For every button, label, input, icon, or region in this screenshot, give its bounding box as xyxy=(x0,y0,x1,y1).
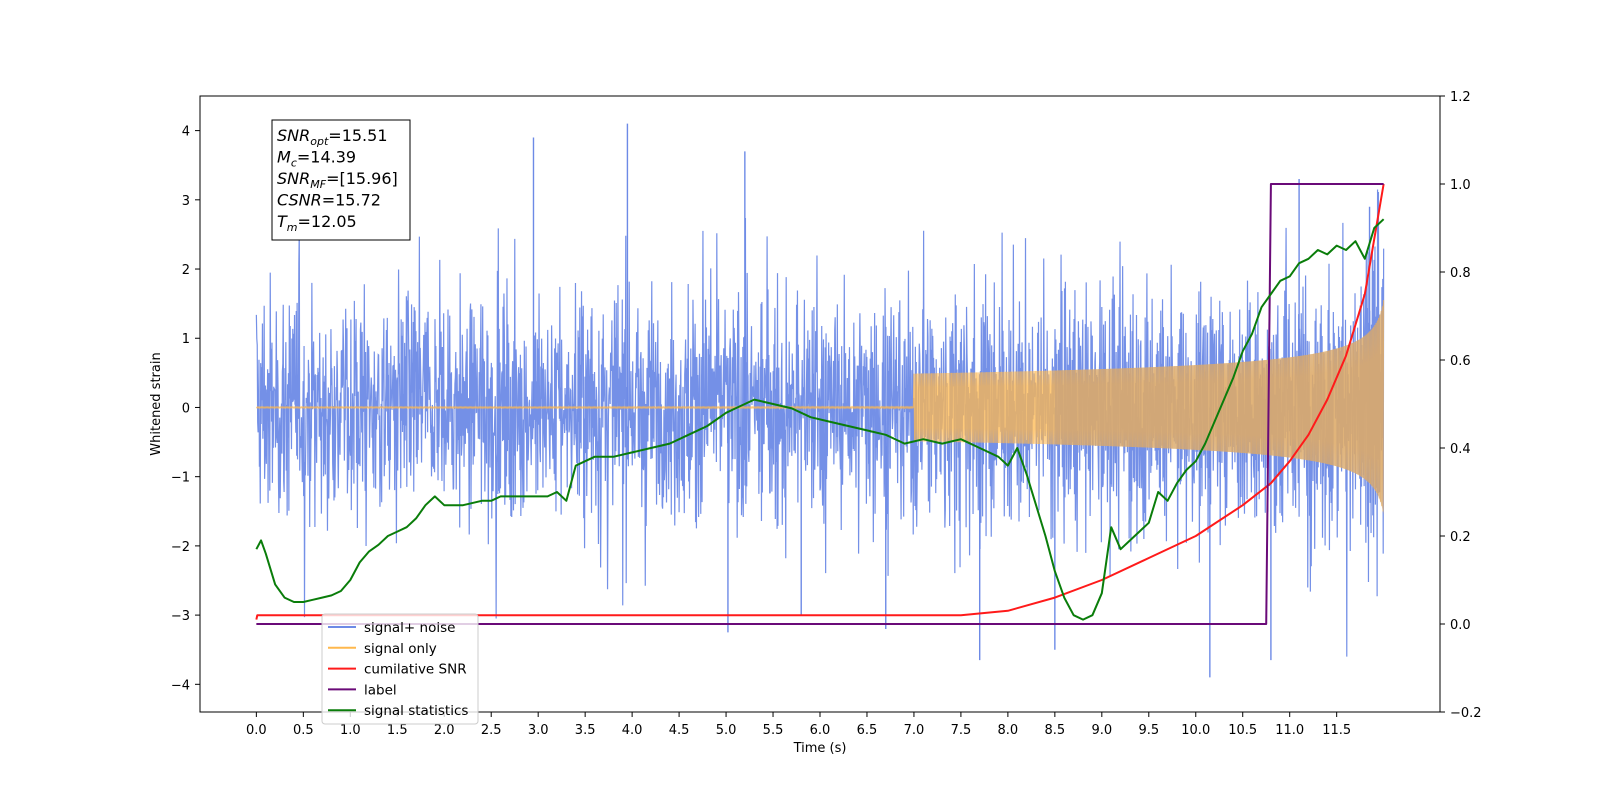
x-tick-label: 5.0 xyxy=(716,723,737,738)
legend-frame xyxy=(321,613,479,725)
x-tick-label: 4.5 xyxy=(669,723,690,738)
x-tick-label: 2.5 xyxy=(481,723,502,738)
y-axis-right: 1.2 1.0 0.8 0.6 0.4 0.2 0.0 −0.2 xyxy=(1440,90,1482,721)
x-tick-label: 11.0 xyxy=(1275,723,1304,738)
info-box-row: Tm=12.05 xyxy=(277,212,357,234)
y-tick-label: −2 xyxy=(171,540,190,555)
x-tick-label: 3.5 xyxy=(575,723,596,738)
y2-tick-label: 1.0 xyxy=(1450,178,1471,193)
x-tick-label: 8.5 xyxy=(1045,723,1066,738)
x-tick-label: 4.0 xyxy=(622,723,643,738)
plot-area xyxy=(255,123,1385,678)
y-tick-label: 4 xyxy=(182,125,190,140)
x-tick-label: 11.5 xyxy=(1322,723,1351,738)
y2-tick-label: 0.6 xyxy=(1450,354,1471,369)
y2-tick-label: 0.8 xyxy=(1450,266,1471,281)
info-box-row: CSNR=15.72 xyxy=(277,191,381,210)
x-tick-label: 1.5 xyxy=(387,723,408,738)
y2-tick-label: 0.4 xyxy=(1450,442,1471,457)
signal-only-envelope xyxy=(1054,300,1384,515)
y-tick-label: −3 xyxy=(171,609,190,624)
cumulative-snr-line xyxy=(255,183,1385,620)
info-box-frame xyxy=(271,119,411,241)
x-tick-label: 5.5 xyxy=(763,723,784,738)
y-tick-label: 2 xyxy=(182,263,190,278)
y-tick-label: 1 xyxy=(182,332,190,347)
x-tick-label: 3.0 xyxy=(528,723,549,738)
y-tick-label: −4 xyxy=(171,678,190,693)
legend: signal+ noise signal only cumilative SNR la… xyxy=(321,613,479,725)
x-tick-label: 6.5 xyxy=(857,723,878,738)
y2-tick-label: 0.2 xyxy=(1450,530,1471,545)
x-tick-label: 9.5 xyxy=(1138,723,1159,738)
info-box-row: Mc=14.39 xyxy=(277,148,356,170)
info-box-row: SNRopt=15.51 xyxy=(277,126,388,148)
y-tick-label: 0 xyxy=(182,401,190,416)
legend-label: signal statistics xyxy=(364,703,468,719)
signal-only-line xyxy=(255,300,1385,512)
legend-label: label xyxy=(364,682,397,698)
y-axis-label: Whitened strain xyxy=(149,352,164,455)
x-tick-label: 2.0 xyxy=(434,723,455,738)
line-series xyxy=(255,183,1385,625)
x-tick-label: 10.0 xyxy=(1181,723,1210,738)
info-box-row: SNRMF=[15.96] xyxy=(277,169,398,191)
legend-label: cumilative SNR xyxy=(364,662,467,678)
signal-only-series xyxy=(255,300,1385,515)
y-axis-left: 4 3 2 1 0 −1 −2 −3 −4 xyxy=(171,125,200,693)
x-axis: 0.0 0.5 1.0 1.5 2.0 2.5 3.0 3.5 4.0 4.5 5.0 5.5 6.0 6… xyxy=(246,712,1351,738)
x-axis-label: Time (s) xyxy=(793,741,847,756)
y2-tick-label: −0.2 xyxy=(1450,706,1482,721)
info-box: SNRopt=15.51Mc=14.39SNRMF=[15.96]CSNR=15… xyxy=(271,119,411,241)
y-tick-label: 3 xyxy=(182,194,190,209)
signal-statistics-line xyxy=(255,218,1385,621)
x-tick-label: 8.0 xyxy=(998,723,1019,738)
y2-tick-label: 0.0 xyxy=(1450,618,1471,633)
legend-label: signal only xyxy=(364,641,437,657)
y-tick-label: −1 xyxy=(171,471,190,486)
x-tick-label: 7.0 xyxy=(904,723,925,738)
y2-tick-label: 1.2 xyxy=(1450,90,1471,105)
x-tick-label: 0.5 xyxy=(293,723,314,738)
x-tick-label: 7.5 xyxy=(951,723,972,738)
legend-label: signal+ noise xyxy=(364,620,455,636)
label-line xyxy=(256,183,1384,625)
x-tick-label: 0.0 xyxy=(246,723,267,738)
x-tick-label: 6.0 xyxy=(810,723,831,738)
x-tick-label: 10.5 xyxy=(1228,723,1257,738)
x-tick-label: 9.0 xyxy=(1091,723,1112,738)
x-tick-label: 1.0 xyxy=(340,723,361,738)
